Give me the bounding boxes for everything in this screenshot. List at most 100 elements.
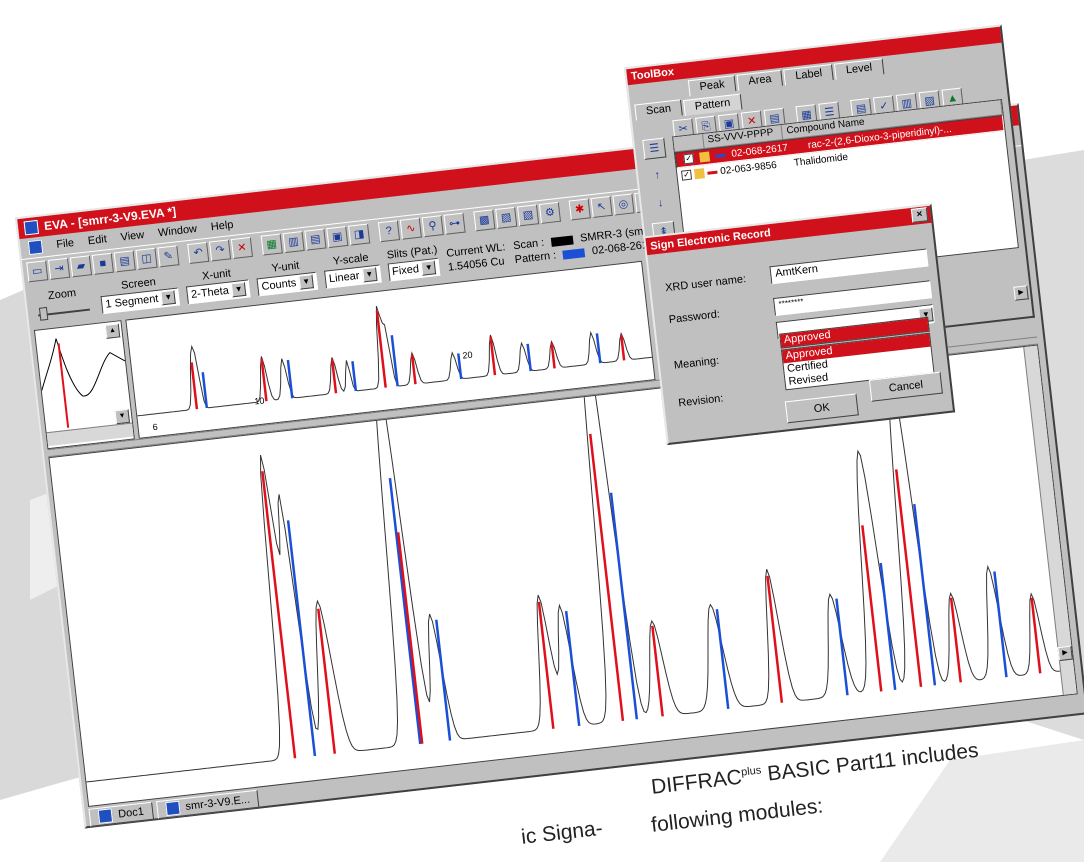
cursor-icon[interactable]: ↖: [590, 195, 613, 218]
overview-plot[interactable]: 6 10 20: [125, 260, 656, 439]
main-plot[interactable]: ▶: [48, 300, 1078, 807]
save-icon[interactable]: ■: [91, 252, 114, 275]
settings-icon[interactable]: ⚙: [538, 201, 561, 224]
scroll-up-icon[interactable]: ▲: [104, 323, 121, 339]
reference-peak: [619, 334, 626, 361]
chevron-down-icon[interactable]: ▼: [160, 289, 177, 306]
xunit-value: 2-Theta: [190, 284, 230, 301]
xunit-select[interactable]: 2-Theta ▼: [186, 279, 251, 305]
reference-peak: [993, 571, 1008, 678]
zoom-slider[interactable]: [33, 299, 94, 322]
scan-swatch: [550, 235, 574, 247]
chevron-down-icon[interactable]: ▼: [361, 266, 378, 283]
chevron-down-icon[interactable]: ▼: [421, 260, 437, 276]
print-icon[interactable]: ▤: [113, 249, 136, 272]
tick-label-10: 10: [253, 395, 265, 407]
layout-3-icon[interactable]: ▤: [304, 228, 327, 251]
xunit-label: X-unit: [201, 267, 232, 283]
import-icon[interactable]: ⇥: [47, 257, 71, 280]
new-file-icon[interactable]: ▭: [26, 259, 49, 282]
slits-control: Slits (Pat.) Fixed ▼: [386, 244, 441, 282]
layout-5-icon[interactable]: ◨: [348, 223, 371, 246]
edit-icon[interactable]: ✎: [157, 244, 180, 267]
tool-a-icon[interactable]: ▩: [473, 208, 496, 231]
reference-peak: [330, 359, 338, 394]
zoom-label: Zoom: [47, 287, 77, 303]
app-icon: [23, 219, 40, 236]
screen-value: 1 Segment: [104, 292, 160, 311]
scroll-right-icon[interactable]: ▶: [1013, 285, 1029, 301]
pattern-color-swatch: [707, 170, 718, 175]
reference-peak: [351, 361, 358, 392]
menu-view[interactable]: View: [120, 228, 145, 244]
ok-button[interactable]: OK: [784, 393, 859, 424]
tab-smr3-label: smr-3-V9.E...: [184, 793, 251, 813]
chevron-down-icon[interactable]: ▼: [231, 281, 247, 298]
thumbnail-plot[interactable]: ▲ ▼: [33, 320, 135, 450]
slits-select[interactable]: Fixed ▼: [387, 257, 441, 282]
layout-1-icon[interactable]: ▦: [260, 232, 283, 256]
screen-control: Screen 1 Segment ▼: [99, 274, 181, 315]
open-folder-icon[interactable]: ▰: [69, 254, 92, 277]
reference-peak: [190, 362, 199, 410]
menu-window[interactable]: Window: [157, 222, 198, 240]
undo-icon[interactable]: ↶: [187, 241, 210, 264]
scan-trace: [86, 300, 1061, 783]
reference-peak: [537, 601, 555, 729]
menu-edit[interactable]: Edit: [87, 233, 108, 248]
move-up-icon[interactable]: ↑: [653, 169, 661, 182]
dialog-close-icon[interactable]: ×: [910, 207, 929, 223]
reference-peak: [861, 525, 883, 692]
yunit-value: Counts: [260, 277, 297, 293]
reference-peak: [317, 608, 337, 754]
tick-label-20: 20: [461, 349, 474, 361]
screen-select[interactable]: 1 Segment ▼: [100, 287, 181, 315]
marker-icon[interactable]: ✱: [568, 197, 591, 221]
delete-icon[interactable]: ✕: [230, 236, 253, 259]
peak-search-icon[interactable]: ∿: [399, 217, 422, 240]
reference-peak: [564, 610, 581, 726]
search-match-icon[interactable]: ⚲: [421, 214, 444, 237]
target-icon[interactable]: ◎: [612, 192, 635, 216]
yscale-select[interactable]: Linear ▼: [324, 264, 382, 289]
row-checkbox[interactable]: ✓: [683, 153, 695, 165]
slits-value: Fixed: [391, 263, 420, 279]
menu-help[interactable]: Help: [210, 218, 235, 234]
reference-peak: [526, 343, 532, 372]
chevron-down-icon[interactable]: ▼: [298, 274, 314, 290]
ruler-icon[interactable]: ⊶: [443, 212, 466, 235]
yscale-control: Y-scale Linear ▼: [322, 251, 382, 289]
reference-peak: [457, 353, 463, 380]
reference-peak: [651, 625, 664, 717]
reference-peak: [410, 354, 417, 385]
overview-svg: [137, 305, 653, 417]
pattern-color-swatch: [715, 153, 726, 158]
menu-file[interactable]: File: [55, 236, 75, 251]
help-pointer-icon[interactable]: ?: [377, 219, 401, 242]
tool-c-icon[interactable]: ▨: [516, 203, 540, 226]
row-checkbox[interactable]: ✓: [681, 169, 693, 181]
reference-peak: [396, 532, 424, 744]
print-preview-icon[interactable]: ◫: [135, 247, 158, 270]
reference-peak: [609, 492, 639, 720]
reference-peak: [879, 562, 897, 690]
yunit-select[interactable]: Counts ▼: [256, 271, 319, 297]
reference-peak: [286, 520, 317, 757]
reference-peak: [595, 333, 602, 364]
reference-peak: [375, 310, 387, 388]
reference-peak: [201, 372, 209, 409]
scan-trace: [137, 305, 653, 417]
redo-icon[interactable]: ↷: [208, 238, 232, 262]
scroll-right-icon[interactable]: ▶: [1057, 645, 1073, 662]
document-icon[interactable]: [27, 239, 44, 256]
reference-peak: [1030, 597, 1042, 674]
reference-peak: [766, 575, 784, 703]
layout-2-icon[interactable]: ▥: [282, 230, 305, 253]
pattern-icon: [699, 151, 711, 163]
tool-b-icon[interactable]: ▧: [495, 206, 518, 229]
list-view-icon[interactable]: ☰: [642, 137, 667, 160]
reference-peak: [435, 619, 452, 741]
sign-electronic-record-dialog: Sign Electronic Record × XRD user name: …: [643, 203, 956, 446]
move-down-icon[interactable]: ↓: [657, 197, 664, 210]
layout-4-icon[interactable]: ▣: [326, 225, 349, 248]
